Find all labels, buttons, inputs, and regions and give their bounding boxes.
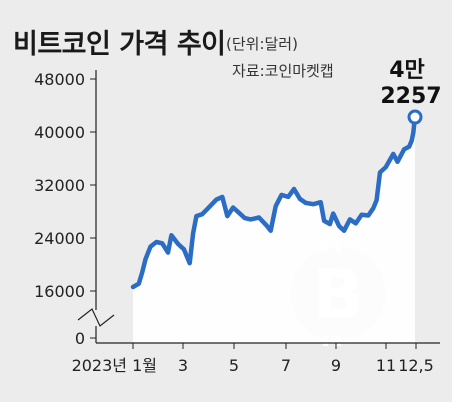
chart-title: 비트코인 가격 추이 xyxy=(13,29,226,60)
chart-unit: (단위:달러) xyxy=(226,35,298,53)
x-tick-label: 5 xyxy=(229,356,239,375)
y-tick-label: 16000 xyxy=(34,282,85,301)
callout-line-2: 2257 xyxy=(380,84,441,109)
y-tick-label: 24000 xyxy=(34,229,85,248)
chart-source: 자료:코인마켓캡 xyxy=(232,62,334,80)
x-tick-label: 2023년 1월 xyxy=(72,356,157,375)
y-tick-label: 40000 xyxy=(34,123,85,142)
y-axis-break xyxy=(77,308,115,327)
y-tick-label: 48000 xyxy=(34,70,85,89)
x-tick-label: 11 xyxy=(376,356,396,375)
x-tick-label: 9 xyxy=(331,356,341,375)
x-tick-label: 12,5 xyxy=(398,356,434,375)
price-area xyxy=(133,117,415,343)
latest-price-marker xyxy=(407,109,423,125)
y-tick-label: 0 xyxy=(75,329,85,348)
callout-line-1: 4만 xyxy=(389,58,425,83)
y-tick-label: 32000 xyxy=(34,176,85,195)
x-tick-label: 7 xyxy=(281,356,291,375)
price-line xyxy=(130,114,418,290)
x-tick-label: 3 xyxy=(178,356,188,375)
